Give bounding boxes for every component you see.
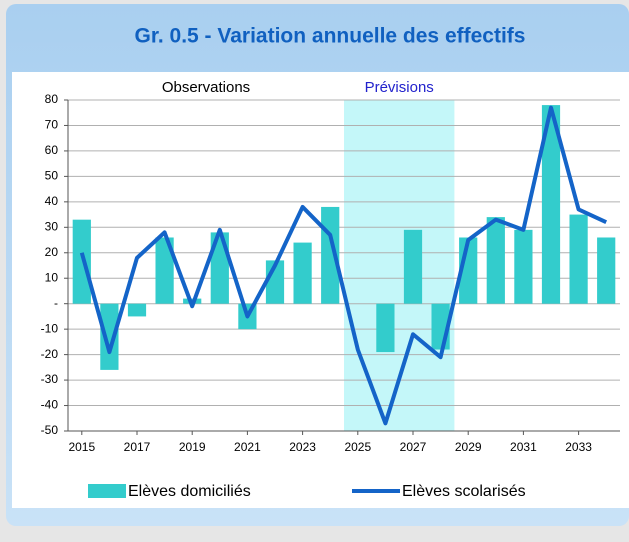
bar [100,303,119,370]
y-tick-label: 10 [45,270,59,284]
annotation: Prévisions [365,79,434,96]
y-tick-label: 70 [45,118,59,132]
y-tick-label: 60 [45,143,59,157]
legend-swatch [88,484,126,498]
y-tick-label: -50 [41,423,59,437]
bar [514,229,533,304]
legend-label: Elèves domiciliés [128,483,251,500]
x-tick-label: 2033 [565,440,592,454]
x-tick-label: 2029 [455,440,482,454]
y-tick-label: 30 [45,219,59,233]
x-tick-label: 2031 [510,440,537,454]
y-tick-label: -40 [41,398,59,412]
y-tick-label: 50 [45,169,59,183]
x-tick-label: 2021 [234,440,261,454]
bar [403,229,423,304]
bar [597,237,616,304]
x-tick-label: 2027 [400,440,427,454]
bar [541,105,561,304]
x-tick-label: 2025 [344,440,371,454]
bar [569,214,588,304]
bar [376,303,395,353]
y-tick-label: 80 [45,92,59,106]
y-tick-label: -20 [41,347,59,361]
y-tick-label: -10 [41,321,59,335]
y-tick-label: 40 [45,194,59,208]
bar [293,242,312,304]
y-tick-label: - [54,296,58,310]
x-tick-label: 2017 [124,440,151,454]
line [79,105,608,426]
bar [127,303,147,317]
x-tick-label: 2023 [289,440,316,454]
bar [155,237,174,304]
annotation: Observations [162,79,250,96]
bar [486,217,505,304]
chart-title: Gr. 0.5 - Variation annuelle des effecti… [135,25,526,48]
legend-label: Elèves scolarisés [402,483,526,500]
x-tick-label: 2015 [68,440,95,454]
y-tick-label: -30 [41,372,59,386]
bar [72,219,91,304]
y-tick-label: 20 [45,245,59,259]
x-tick-label: 2019 [179,440,206,454]
